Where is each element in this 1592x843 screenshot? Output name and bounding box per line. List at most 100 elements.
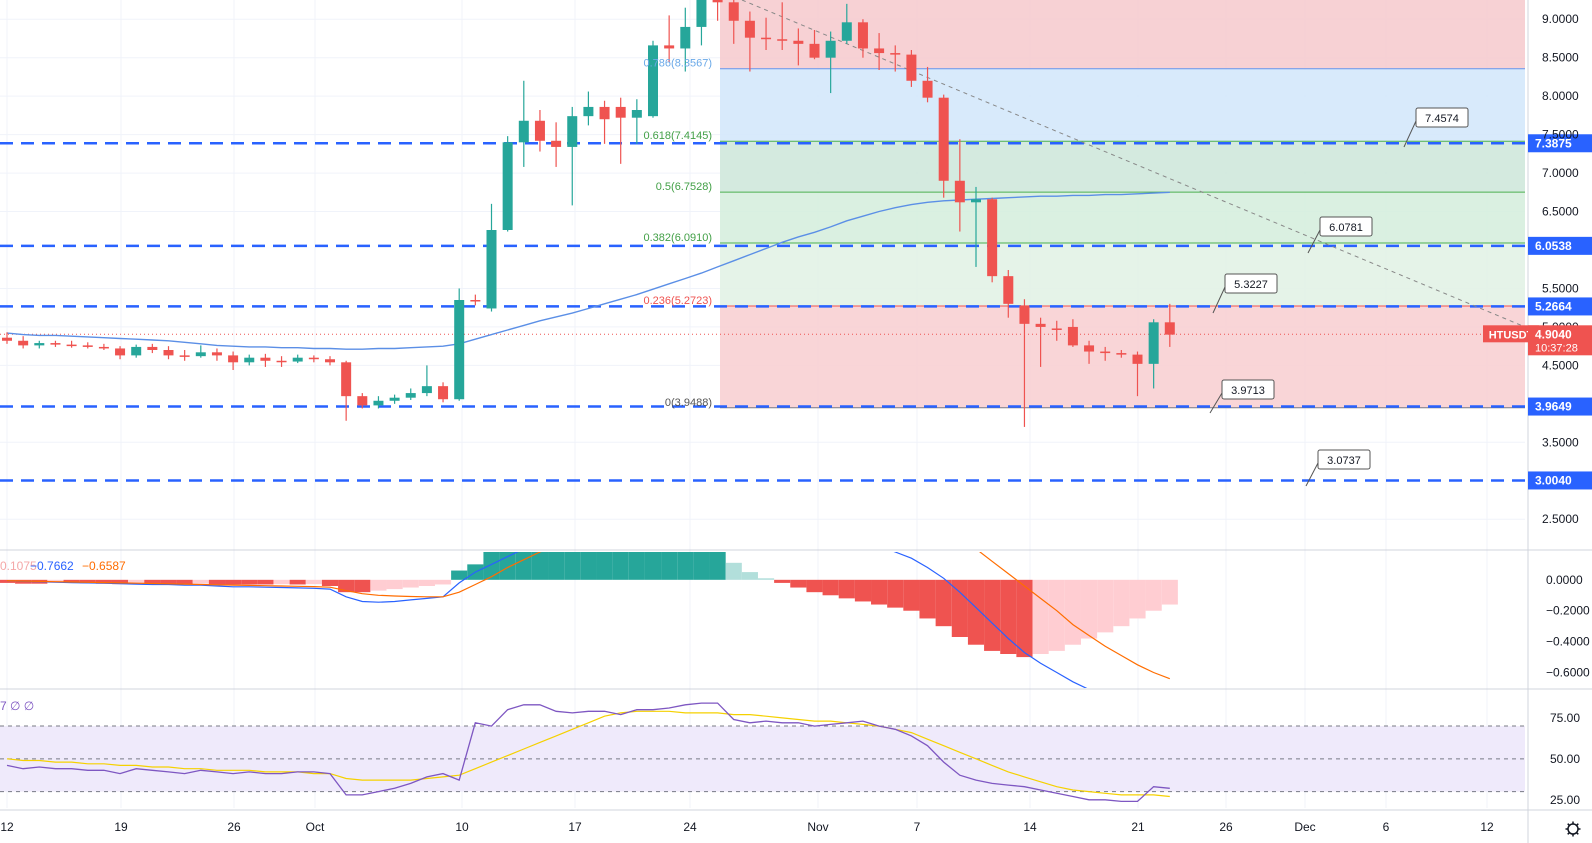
price-callouts[interactable]: 7.4574 6.0781 5.3227 3.9713 3.0737 [1209, 107, 1469, 487]
level-label-0: 7.3875 [1535, 136, 1572, 150]
candle-body-7 [115, 348, 126, 356]
candle-body-39 [631, 110, 642, 118]
time-label-2: 26 [227, 820, 241, 834]
candle-body-53 [857, 22, 868, 49]
fib-label-0: 0.786(8.3567) [644, 58, 713, 70]
callout-pointer-4 [1305, 462, 1319, 487]
macd-histogram-bar-52 [838, 579, 855, 599]
time-label-13: 6 [1383, 820, 1390, 834]
candle-body-4 [66, 344, 77, 347]
candle-body-64 [1035, 323, 1046, 327]
time-label-12: Dec [1294, 820, 1315, 834]
macd-histogram-bar-59 [951, 579, 968, 637]
price-tick-0: 9.0000 [1542, 12, 1579, 26]
macd-histogram-bar-13 [208, 579, 226, 585]
macd-histogram-bar-0 [0, 579, 16, 583]
candle-body-42 [680, 26, 691, 49]
price-tick-3: 7.5000 [1542, 128, 1579, 142]
macd-histogram-bar-26 [418, 579, 435, 586]
callout-label-3: 3.9713 [1231, 385, 1265, 397]
time-label-11: 26 [1219, 820, 1233, 834]
candle-body-31 [502, 142, 513, 230]
macd-histogram-bar-9 [144, 579, 161, 584]
candle-body-41 [664, 45, 675, 49]
callout-box-4[interactable] [1317, 449, 1371, 470]
trendline[interactable] [741, 0, 1526, 328]
last-price-label: 4.9040 [1535, 327, 1572, 341]
candle-body-10 [163, 350, 174, 356]
candle-body-63 [1019, 305, 1030, 324]
rsi-legend: 7 ∅ ∅ [0, 699, 34, 713]
macd-histogram-bar-48 [774, 579, 791, 583]
candle-body-36 [583, 106, 594, 117]
callout-label-2: 5.3227 [1234, 279, 1268, 291]
candle-body-19 [308, 357, 319, 360]
symbol-tag: HTUSDT [1489, 329, 1534, 341]
macd-histogram-bar-7 [111, 579, 129, 585]
rsi-pane[interactable]: 7 ∅ ∅ 75.00 50.00 25.00 [0, 699, 1580, 807]
macd-histogram-bar-21 [338, 579, 355, 593]
candle-body-60 [971, 199, 981, 203]
time-axis[interactable]: 12 19 26 Oct 10 17 24 Nov 7 14 21 26 Dec 6 12 [0, 820, 1581, 837]
horizontal-levels[interactable]: 7.3875 6.0538 5.2664 3.9649 3.0040 [0, 134, 1592, 490]
fib-labels: 0.786(8.3567) 0.618(7.4145) 0.5(6.7528) 0.3… [644, 58, 713, 409]
candle-body-55 [890, 53, 901, 55]
macd-histogram-bar-42 [677, 552, 694, 580]
candle-body-35 [567, 116, 578, 147]
macd-histogram-bar-11 [176, 579, 193, 585]
gear-tooth-5 [1567, 823, 1570, 826]
time-label-7: Nov [807, 820, 828, 834]
candle-body-3 [50, 343, 61, 345]
gear-tooth-1 [1576, 832, 1579, 835]
macd-histogram-bar-19 [305, 579, 322, 585]
candle-body-28 [454, 300, 465, 400]
macd-histogram-bar-35 [564, 552, 581, 580]
fib-zone-0 [720, 0, 1525, 69]
candle-body-37 [599, 106, 610, 120]
macd-pane[interactable]: 0.1075−0.7662 −0.6587 0.0000 −0.2000 −0.4000… [0, 469, 1590, 716]
level-label-bg-4 [1528, 471, 1592, 490]
macd-histogram-bar-58 [935, 579, 952, 627]
callout-pointer-0 [1403, 120, 1417, 148]
candle-body-5 [82, 345, 93, 347]
candle-body-20 [325, 359, 335, 363]
descending-trendline[interactable] [741, 0, 1526, 328]
candle-body-32 [518, 120, 529, 143]
candle-body-0 [2, 337, 12, 341]
macd-histogram-bar-60 [967, 579, 985, 645]
candle-body-50 [809, 43, 820, 58]
time-label-10: 21 [1131, 820, 1145, 834]
candle-body-24 [389, 397, 400, 401]
rsi-ma-line [6, 710, 1170, 798]
callout-box-1[interactable] [1319, 216, 1373, 237]
candle-body-1 [18, 340, 29, 346]
callout-box-3[interactable] [1221, 379, 1275, 400]
macd-tick-0: 0.0000 [1546, 573, 1583, 587]
rsi-tick-1: 50.00 [1550, 752, 1580, 766]
callout-box-0[interactable] [1415, 107, 1469, 128]
price-axis[interactable]: 9.0000 8.5000 8.0000 7.5000 7.0000 6.5000 5.50… [1483, 12, 1592, 526]
candle-body-23 [373, 400, 384, 406]
time-label-9: 14 [1023, 820, 1037, 834]
macd-histogram-bar-22 [354, 579, 371, 593]
macd-histogram-bar-56 [903, 579, 920, 611]
settings-gear-icon[interactable] [1565, 821, 1581, 837]
macd-histogram-bar-36 [580, 552, 597, 580]
candle-body-30 [486, 230, 497, 309]
level-label-1: 6.0538 [1535, 239, 1572, 253]
callout-box-2[interactable] [1224, 273, 1278, 294]
rsi-line [6, 702, 1170, 803]
fib-zone-3 [720, 192, 1525, 243]
callout-label-1: 6.0781 [1329, 222, 1363, 234]
macd-histogram-bar-61 [984, 579, 1001, 651]
candle-body-11 [179, 355, 190, 357]
candle-body-27 [438, 386, 449, 400]
candle-body-40 [648, 45, 658, 117]
level-label-bg-3 [1528, 397, 1592, 416]
macd-histogram-bar-43 [693, 552, 710, 580]
macd-histogram-bar-54 [871, 579, 888, 605]
candle-body-52 [841, 22, 852, 41]
candle-body-26 [421, 386, 432, 394]
price-tick-8: 4.5000 [1542, 358, 1579, 372]
